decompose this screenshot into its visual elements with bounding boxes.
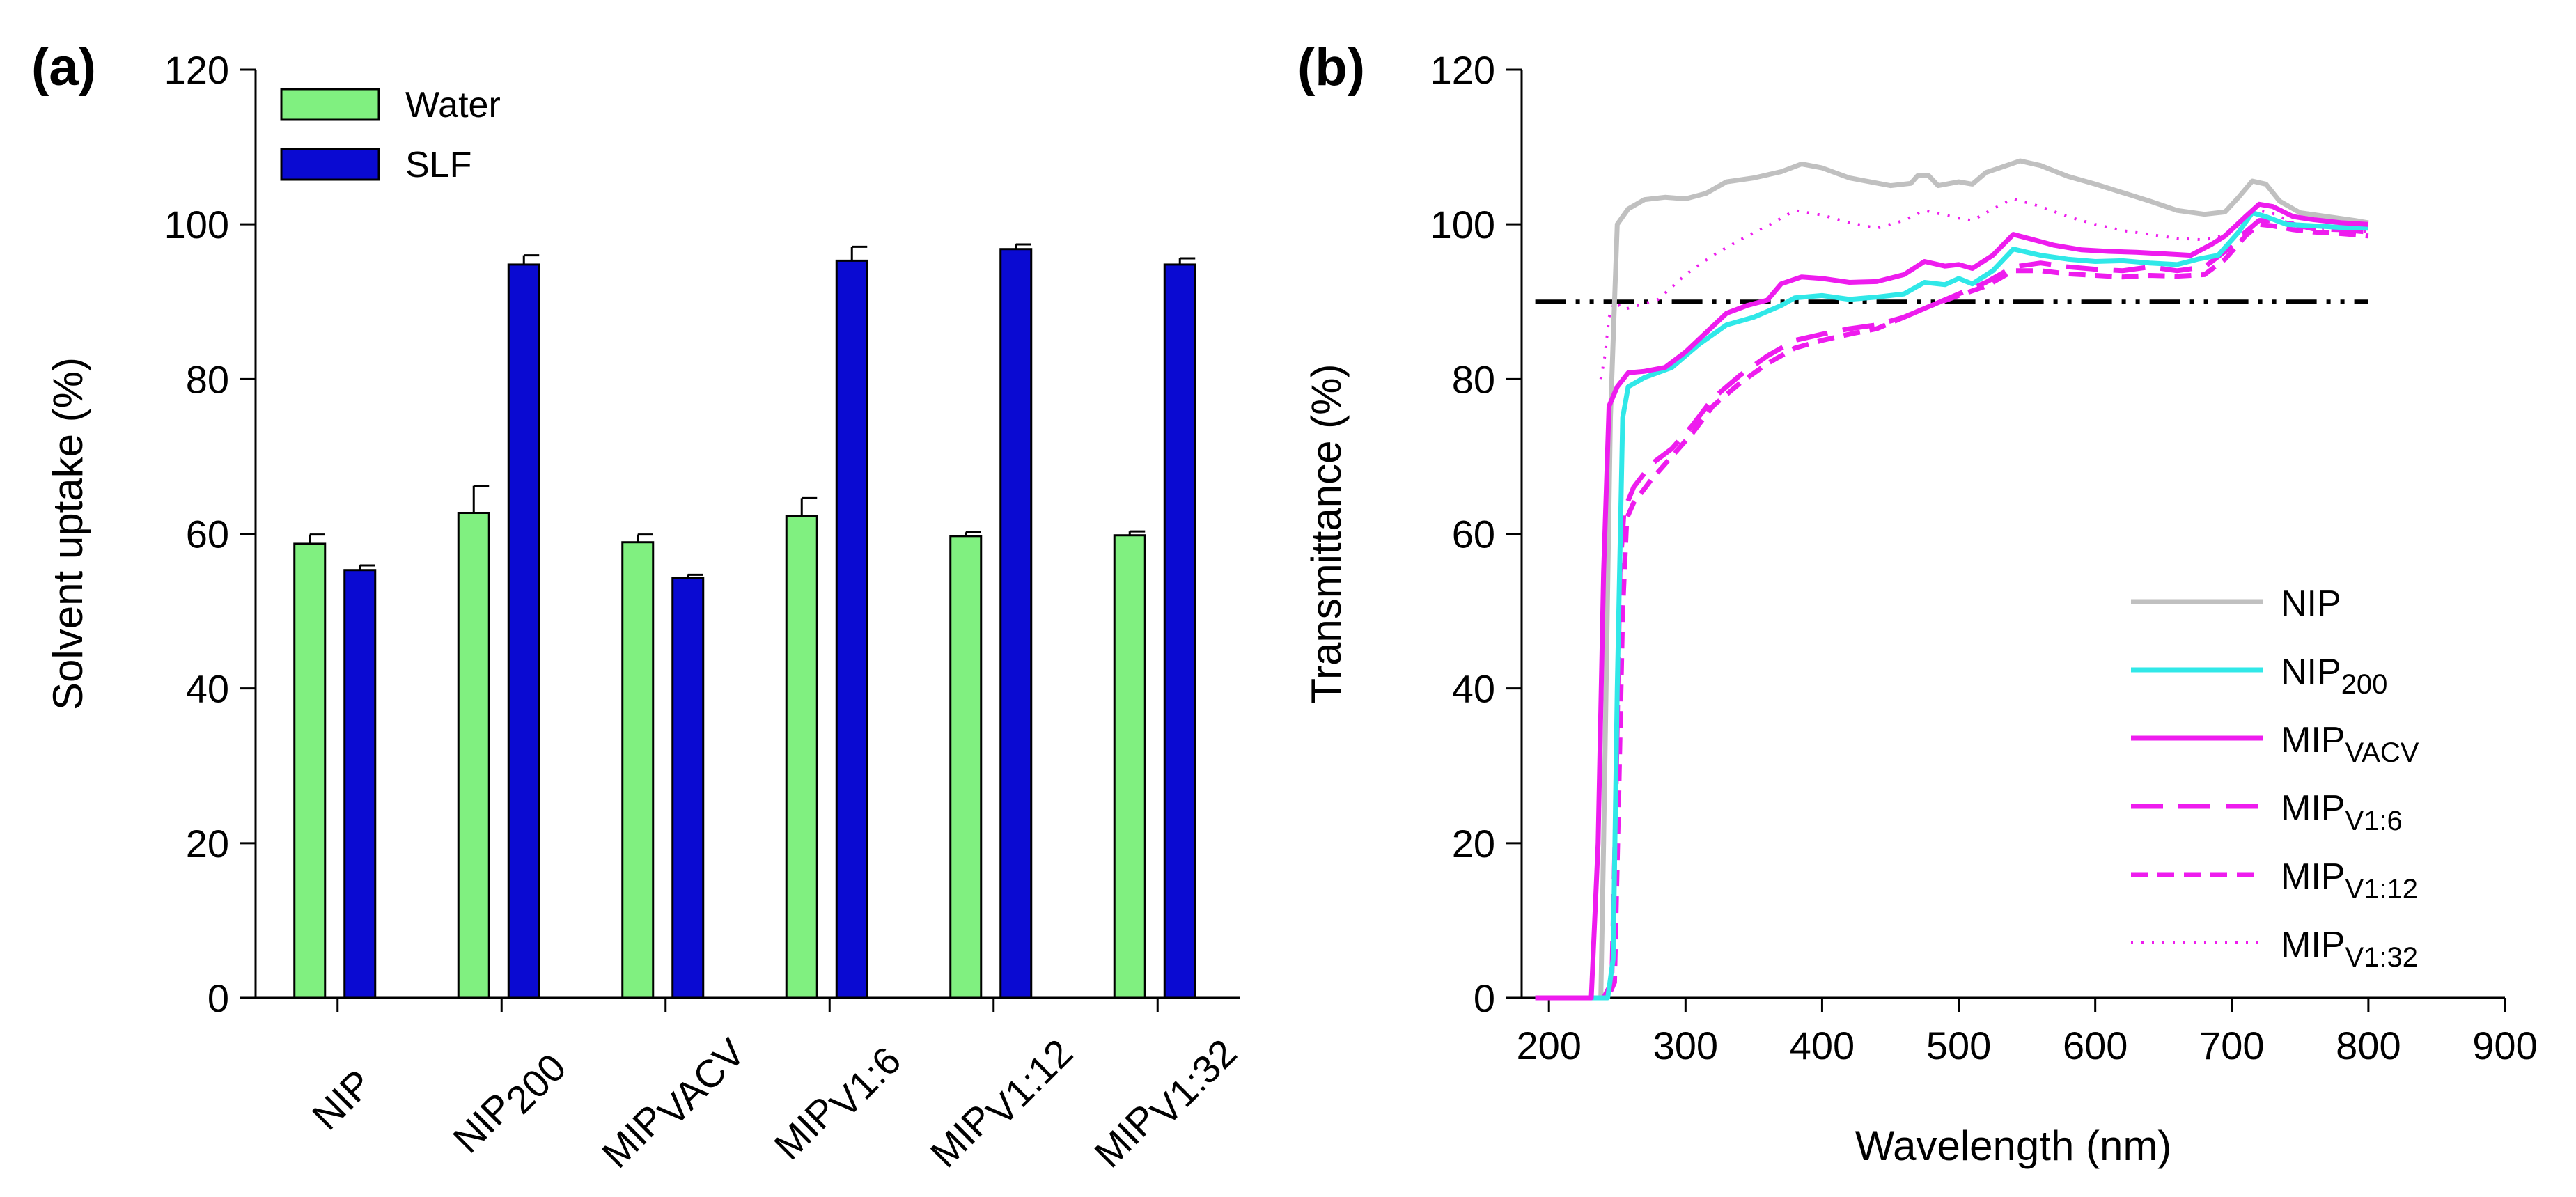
- b-legend-label: MIPVACV: [2281, 720, 2419, 768]
- b-legend-label-main: NIP: [2281, 652, 2341, 692]
- a-y-tick-label: 100: [164, 203, 229, 247]
- a-bar-water: [785, 515, 818, 999]
- b-series-line-mip-vacv: [1535, 201, 2369, 1001]
- b-x-tick-label: 900: [2472, 1024, 2537, 1067]
- b-legend-label: NIP: [2281, 584, 2341, 624]
- a-y-tick-label: 60: [186, 513, 229, 556]
- a-x-tick-label: NIP: [304, 1061, 381, 1139]
- a-bar-slf: [343, 569, 377, 999]
- a-legend-label-slf: SLF: [405, 145, 471, 185]
- a-bar-water: [621, 541, 655, 999]
- a-bar-slf: [835, 259, 868, 999]
- a-y-tick-label: 80: [186, 357, 229, 401]
- b-series-line-nip-200: [1535, 210, 2368, 1001]
- a-y-tick-label: 120: [164, 48, 229, 92]
- b-x-tick-label: 300: [1653, 1024, 1718, 1067]
- a-legend-swatch-water: [280, 88, 380, 121]
- a-x-tick-label: MIPVACV: [593, 1023, 754, 1183]
- panel-a-legend: Water SLF: [280, 85, 501, 185]
- b-legend-label-sub: V1:32: [2345, 942, 2418, 973]
- a-x-tick-label: MIPV1:12: [922, 1024, 1081, 1182]
- a-x-tick-label: MIPV1:32: [1086, 1024, 1244, 1182]
- b-legend-label-sub: VACV: [2345, 737, 2419, 768]
- b-series-line-mip-v1-6: [1535, 218, 2369, 1001]
- panel-b-x-axis-title: Wavelength (nm): [1855, 1122, 2172, 1169]
- a-bar-slf: [999, 248, 1033, 999]
- a-bar-water: [1113, 534, 1146, 999]
- b-legend-label-main: NIP: [2281, 584, 2341, 624]
- b-y-tick-label: 80: [1452, 357, 1495, 401]
- b-legend-label: MIPV1:32: [2281, 925, 2418, 973]
- a-x-tick-label-group: MIPV1:32: [1086, 1024, 1244, 1182]
- b-legend-label-main: MIP: [2281, 925, 2345, 965]
- panel-b-line-chart: (b) 0 20 40 60 80 100 120 200 300 400 500 600 700 800…: [1297, 38, 2538, 1169]
- panel-a-y-axis-title: Solvent uptake (%): [45, 357, 91, 710]
- panel-b-label: (b): [1297, 38, 1365, 97]
- b-x-tick-label: 400: [1790, 1024, 1855, 1067]
- b-x-tick-label: 500: [1926, 1024, 1991, 1067]
- a-bar-slf: [1163, 263, 1196, 999]
- b-y-tick-label: 0: [1474, 976, 1495, 1020]
- a-x-tick-label-group: NIP: [304, 1061, 381, 1139]
- b-legend-label: MIPV1:6: [2281, 788, 2403, 836]
- a-bar-slf: [671, 577, 705, 999]
- b-y-tick-label: 40: [1452, 667, 1495, 711]
- a-bar-water: [457, 512, 490, 999]
- a-legend-label-water: Water: [405, 85, 501, 125]
- a-x-tick-label-sub: VACV: [649, 1030, 754, 1134]
- a-x-tick-label-group: NIP200: [444, 1038, 575, 1168]
- a-bar-water: [293, 542, 327, 999]
- b-y-tick-label: 120: [1430, 48, 1495, 92]
- a-legend-swatch-slf: [280, 148, 380, 181]
- a-x-tick-label-group: MIPVACV: [593, 1023, 754, 1183]
- b-legend-label: NIP200: [2281, 652, 2387, 700]
- panel-b-y-axis-title: Transmittance (%): [1303, 364, 1350, 704]
- b-y-tick-label: 60: [1452, 513, 1495, 556]
- b-legend-label-main: MIP: [2281, 720, 2345, 760]
- a-y-tick-label: 20: [186, 822, 229, 866]
- b-y-tick-label: 20: [1452, 822, 1495, 866]
- panel-a-label: (a): [31, 38, 96, 97]
- b-legend-label-sub: V1:12: [2345, 874, 2418, 905]
- a-bar-slf: [507, 263, 540, 999]
- a-y-tick-label: 40: [186, 667, 229, 711]
- b-legend-label-sub: 200: [2341, 669, 2388, 700]
- b-x-tick-label: 800: [2336, 1024, 2401, 1067]
- b-y-tick-label: 100: [1430, 203, 1495, 247]
- a-x-tick-label-group: MIPV1:6: [765, 1031, 909, 1175]
- b-series-line-mip-v1-12: [1535, 221, 2369, 1001]
- b-x-tick-label: 700: [2199, 1024, 2264, 1067]
- b-series-line-nip: [1535, 158, 2369, 1001]
- a-x-tick-label-sub: V1:32: [1142, 1031, 1245, 1134]
- b-legend-label-sub: V1:6: [2345, 806, 2402, 836]
- a-x-tick-label-main: NIP: [304, 1061, 381, 1139]
- b-legend-label-main: MIP: [2281, 788, 2345, 829]
- a-y-tick-label: 0: [208, 976, 229, 1020]
- b-legend-label: MIPV1:12: [2281, 856, 2418, 905]
- b-x-tick-label: 600: [2063, 1024, 2128, 1067]
- a-x-tick-label-sub: V1:12: [978, 1031, 1081, 1134]
- b-legend-label-main: MIP: [2281, 856, 2345, 897]
- a-bar-water: [949, 535, 983, 999]
- panel-b-plot-area: 0 20 40 60 80 100 120 200 300 400 500 600 700 800 900: [1430, 48, 2538, 1067]
- b-x-tick-label: 200: [1517, 1024, 1582, 1067]
- a-x-tick-label: MIPV1:6: [765, 1031, 909, 1175]
- a-x-tick-label-group: MIPV1:12: [922, 1024, 1081, 1182]
- a-x-tick-label: NIP200: [444, 1038, 575, 1168]
